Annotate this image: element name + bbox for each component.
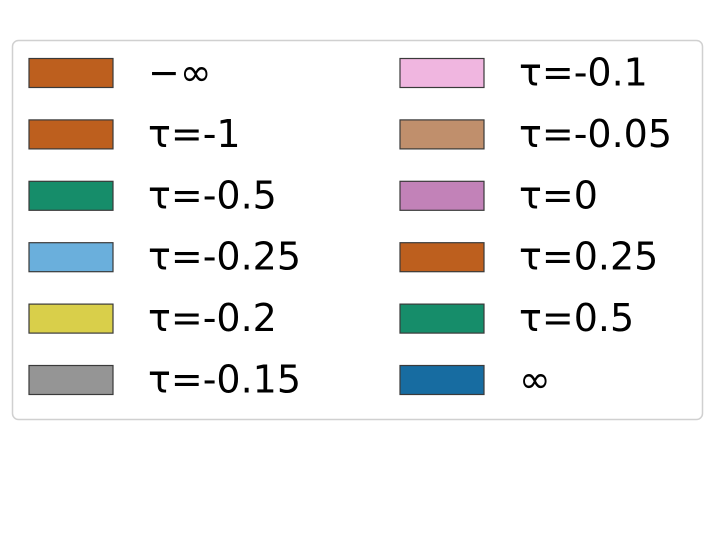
- legend-label: τ=-0.1: [519, 51, 648, 95]
- legend-label: ∞: [519, 358, 551, 402]
- legend-label: τ=-0.05: [519, 112, 672, 156]
- legend-label: −∞: [148, 51, 212, 95]
- legend-swatch: [28, 57, 114, 89]
- legend-label: τ=-0.25: [148, 235, 301, 279]
- legend-swatch: [28, 242, 114, 273]
- legend-label: τ=-0.2: [148, 296, 277, 340]
- legend-swatch: [399, 242, 485, 273]
- legend-swatch: [28, 364, 114, 396]
- legend-label: τ=0.25: [519, 235, 658, 279]
- legend-label: τ=0: [519, 173, 598, 217]
- legend-swatch: [399, 180, 485, 211]
- legend-frame: [11, 39, 704, 421]
- legend-swatch: [399, 57, 485, 89]
- legend-label: τ=0.5: [519, 296, 634, 340]
- legend-label: τ=-0.15: [148, 358, 301, 402]
- legend-swatch: [28, 180, 114, 211]
- legend-swatch: [399, 119, 485, 150]
- legend-swatch: [399, 303, 485, 334]
- legend-swatch: [28, 119, 114, 150]
- legend-swatch: [399, 364, 485, 396]
- legend-swatch: [28, 303, 114, 334]
- legend-label: τ=-1: [148, 112, 241, 156]
- legend-label: τ=-0.5: [148, 173, 277, 217]
